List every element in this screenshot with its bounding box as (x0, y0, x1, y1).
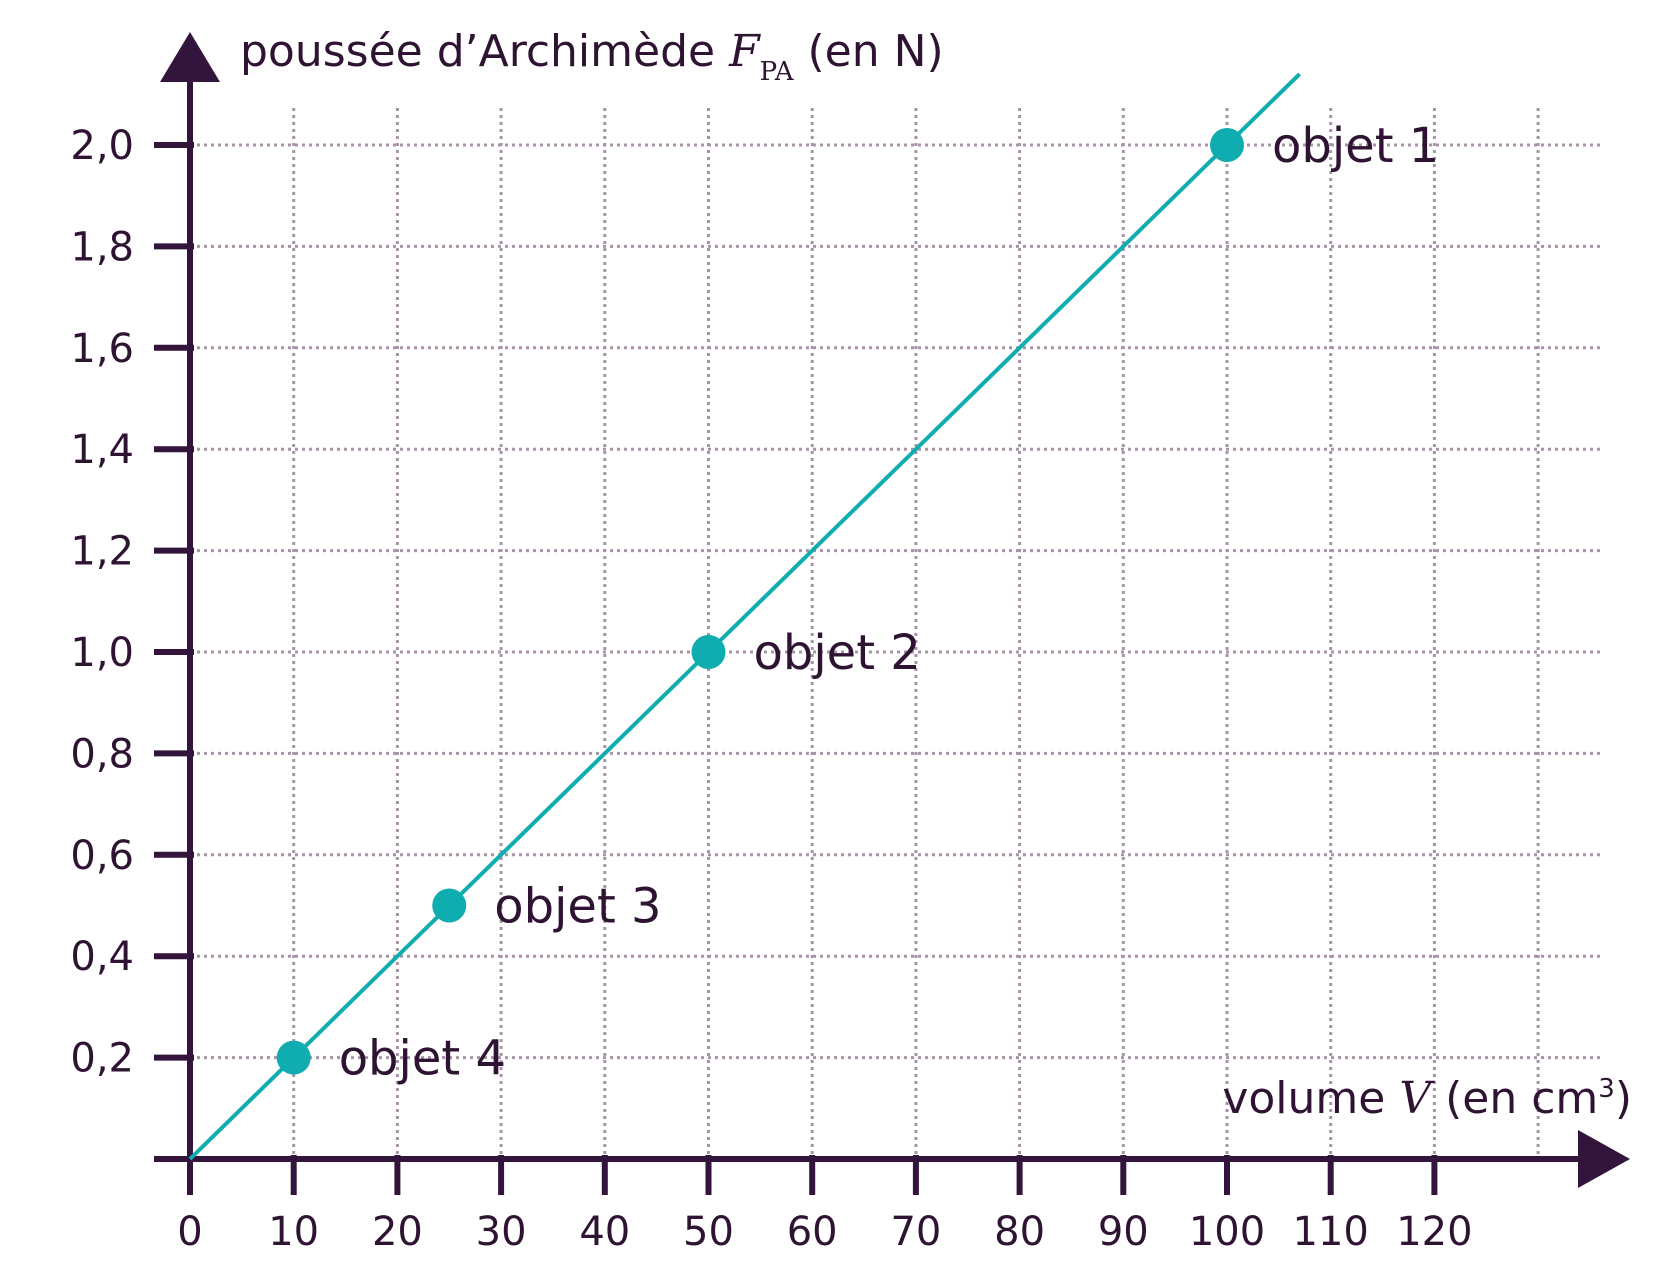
ticks: 0 10 20 30 40 50 60 70 80 90 100 110 120 0,2 0,4 0,6 0,8… (70, 123, 1472, 1255)
y-axis-title-symbol: F (728, 26, 761, 77)
y-tick-label: 1,4 (70, 427, 134, 473)
x-axis-title-close: ) (1615, 1073, 1632, 1124)
data-point (691, 635, 726, 669)
data-point-label: objet 4 (339, 1031, 506, 1087)
y-tick-label: 1,6 (70, 326, 134, 372)
y-tick-label: 0,4 (70, 934, 134, 980)
x-tick-label: 100 (1189, 1209, 1265, 1255)
x-tick-label: 90 (1098, 1209, 1149, 1255)
x-axis-title-superscript: 3 (1598, 1074, 1615, 1104)
x-tick-label: 60 (787, 1209, 838, 1255)
x-axis-title-prefix: volume (1222, 1073, 1399, 1124)
y-axis-title-suffix: (en N) (794, 26, 944, 77)
data-point-label: objet 3 (494, 879, 661, 935)
y-axis-arrow (160, 32, 220, 82)
x-axis-title-suffix: (en cm (1431, 1073, 1598, 1124)
data-point-label: objet 2 (754, 625, 921, 681)
y-tick-label: 1,8 (70, 224, 134, 270)
x-tick-label: 0 (177, 1209, 202, 1255)
grid (190, 108, 1600, 1159)
data-point (1210, 128, 1244, 162)
x-tick-label: 30 (476, 1209, 527, 1255)
axes (154, 32, 1630, 1188)
y-tick-label: 1,0 (70, 630, 134, 676)
y-tick-label: 0,6 (70, 833, 134, 879)
data-point (432, 888, 467, 923)
x-tick-label: 80 (994, 1209, 1045, 1255)
data-points: objet 1 objet 2 objet 3 objet 4 (276, 118, 1439, 1087)
data-point (276, 1040, 311, 1075)
y-tick-label: 0,8 (70, 731, 134, 777)
x-tick-label: 70 (890, 1209, 941, 1255)
x-tick-label: 120 (1396, 1209, 1472, 1255)
x-axis-arrow (1578, 1130, 1630, 1188)
data-point-label: objet 1 (1272, 118, 1439, 174)
x-axis-title-symbol: V (1399, 1073, 1435, 1124)
y-axis-title: poussée d’Archimède FPA (en N) (240, 26, 944, 87)
y-axis-title-prefix: poussée d’Archimède (240, 26, 729, 77)
fit-line (188, 72, 1301, 1161)
y-tick-label: 1,2 (70, 529, 134, 575)
y-tick-label: 2,0 (70, 123, 134, 169)
x-tick-label: 20 (372, 1209, 423, 1255)
fit-line-group (188, 72, 1301, 1161)
x-axis-title: volume V (en cm3) (1222, 1073, 1632, 1124)
y-axis-title-subscript: PA (760, 57, 795, 87)
x-tick-label: 110 (1293, 1209, 1369, 1255)
x-tick-label: 50 (683, 1209, 734, 1255)
x-tick-label: 40 (579, 1209, 630, 1255)
y-tick-label: 0,2 (70, 1036, 134, 1082)
x-tick-label: 10 (268, 1209, 319, 1255)
